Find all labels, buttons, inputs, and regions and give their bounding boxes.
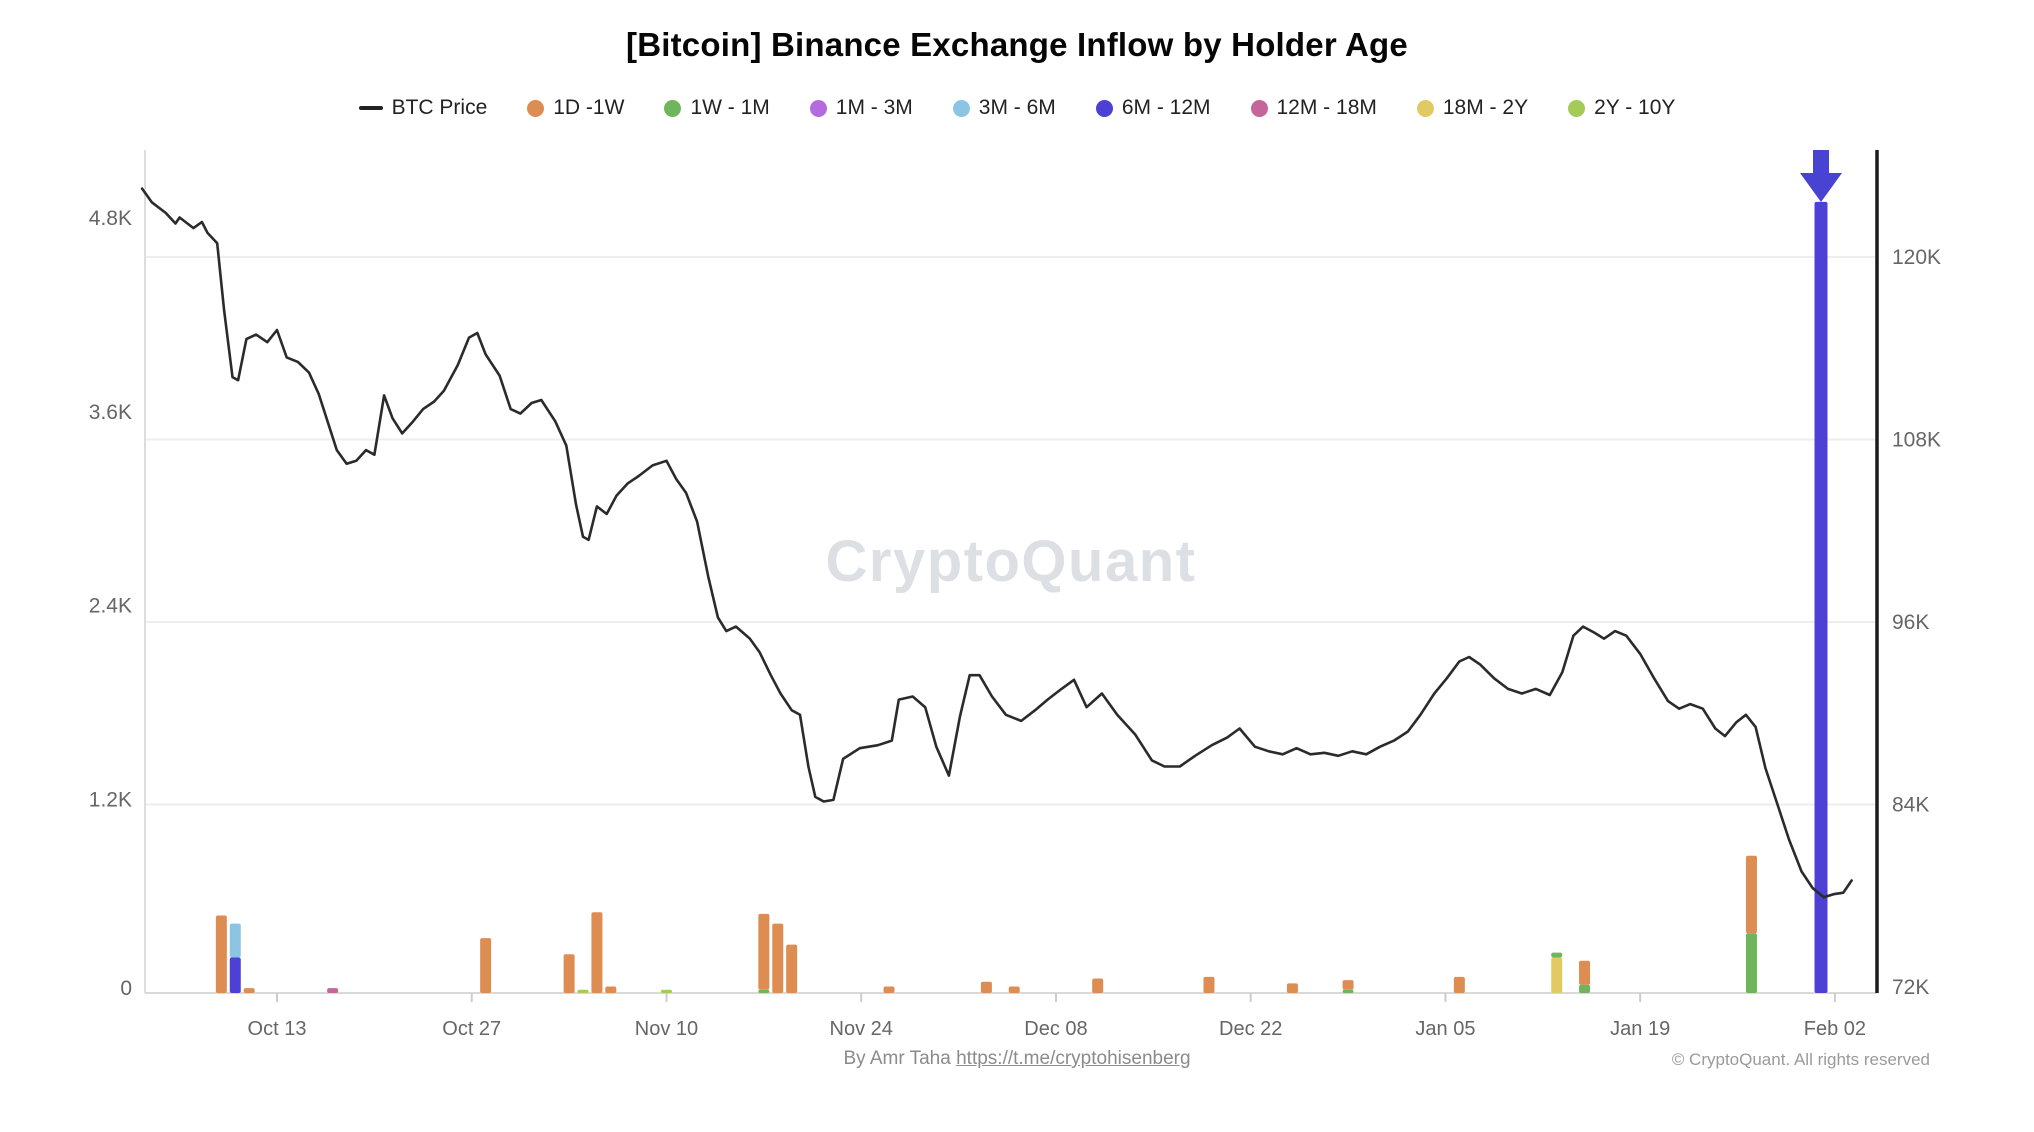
legend-item-label: 2Y - 10Y: [1594, 96, 1676, 119]
right-axis-tick-label: 72K: [1892, 976, 1929, 999]
inflow-bar-segment[interactable]: [1342, 989, 1354, 993]
legend-item-label: 6M - 12M: [1121, 96, 1211, 119]
legend-swatch-icon: [664, 99, 682, 117]
x-axis-tick-label: Oct 27: [442, 1018, 501, 1040]
legend-item-12m-18m[interactable]: 12M - 18M: [1250, 96, 1377, 120]
inflow-bar-segment[interactable]: [1579, 984, 1591, 993]
gridlines: [145, 256, 1877, 806]
inflow-bar-segment[interactable]: [1551, 952, 1563, 958]
inflow-bar-segment[interactable]: [758, 989, 770, 993]
x-axis-tick-label: Nov 24: [830, 1018, 893, 1040]
inflow-bar-segment[interactable]: [327, 988, 339, 993]
inflow-bar-segment[interactable]: [229, 957, 241, 993]
inflow-bar-segment[interactable]: [1342, 980, 1354, 990]
x-axis-tick-label: Nov 10: [635, 1018, 698, 1040]
legend-item-1m-3m[interactable]: 1M - 3M: [809, 96, 913, 120]
inflow-bar-segment[interactable]: [1286, 983, 1298, 993]
left-axis-tick-label: 0: [120, 977, 132, 1000]
right-axis-tick-label: 120K: [1892, 246, 1941, 269]
inflow-bar-segment[interactable]: [660, 989, 672, 993]
x-axis-tick-label: Oct 13: [248, 1018, 307, 1040]
inflow-bar-segment[interactable]: [243, 988, 255, 993]
inflow-bar-segment[interactable]: [1814, 201, 1828, 993]
btc-price-line: [140, 187, 1853, 899]
legend-item-2y-10y[interactable]: 2Y - 10Y: [1568, 96, 1675, 120]
legend-item-6m-12m[interactable]: 6M - 12M: [1095, 96, 1211, 120]
inflow-bar-segment[interactable]: [563, 954, 575, 993]
legend-item-label: 1W - 1M: [690, 96, 770, 119]
chart-byline: By Amr Taha https://t.me/cryptohisenberg: [0, 1048, 2034, 1070]
byline-text: By Amr Taha: [843, 1048, 957, 1069]
inflow-bars[interactable]: [215, 201, 1828, 993]
right-axis-tick-label: 84K: [1892, 794, 1929, 817]
legend-swatch-icon: [1568, 99, 1586, 117]
left-axis-tick-label: 4.8K: [89, 207, 132, 230]
legend-item-label: 3M - 6M: [978, 96, 1056, 119]
chart-title: [Bitcoin] Binance Exchange Inflow by Hol…: [626, 26, 1408, 63]
legend-item-btc-price[interactable]: BTC Price: [358, 96, 488, 120]
left-axis-tick-label: 1.2K: [89, 788, 132, 811]
right-axis-tick-label: 108K: [1892, 429, 1941, 452]
legend-item-label: 1D -1W: [553, 96, 625, 119]
inflow-bar-segment[interactable]: [1745, 855, 1757, 934]
legend-item-label: BTC Price: [391, 96, 488, 119]
inflow-bar-segment[interactable]: [1092, 978, 1104, 993]
inflow-bar-segment[interactable]: [786, 944, 798, 993]
x-axis-tick-label: Jan 05: [1415, 1018, 1475, 1040]
left-axis-labels: 4.8K 3.6K 2.4K 1.2K 0: [89, 207, 132, 1000]
legend-item-label: 1M - 3M: [835, 96, 913, 119]
inflow-bar-segment[interactable]: [772, 923, 784, 993]
legend-swatch-icon: [1416, 99, 1434, 117]
inflow-bar-segment[interactable]: [229, 923, 241, 958]
inflow-bar-segment[interactable]: [1203, 976, 1215, 993]
legend-swatch-icon: [952, 99, 970, 117]
cryptoquant-watermark: CryptoQuant: [825, 529, 1197, 594]
legend-swatch-icon: [1095, 99, 1113, 117]
x-axis-tick-label: Jan 19: [1610, 1018, 1670, 1040]
x-axis-tick-label: Dec 08: [1024, 1018, 1087, 1040]
legend-item-18m-2y[interactable]: 18M - 2Y: [1416, 96, 1529, 120]
legend-item-1d-1w[interactable]: 1D -1W: [527, 96, 624, 120]
inflow-bar-segment[interactable]: [883, 986, 895, 993]
legend-swatch-icon: [809, 99, 827, 117]
inflow-bar-segment[interactable]: [1551, 957, 1563, 993]
byline-link[interactable]: https://t.me/cryptohisenberg: [956, 1048, 1191, 1069]
inflow-bar-segment[interactable]: [480, 938, 492, 993]
left-axis-tick-label: 3.6K: [89, 401, 132, 424]
inflow-bar-segment[interactable]: [215, 915, 227, 993]
arrow-down-icon: [1800, 150, 1843, 202]
inflow-bar-segment[interactable]: [605, 986, 617, 993]
x-axis-labels: Oct 13 Oct 27 Nov 10 Nov 24 Dec 08 Dec 22 Jan …: [248, 993, 1866, 1040]
legend-item-label: 12M - 18M: [1276, 96, 1377, 119]
x-axis-tick-label: Feb 02: [1804, 1018, 1866, 1040]
right-axis-tick-label: 96K: [1892, 611, 1929, 634]
inflow-bar-segment[interactable]: [591, 912, 603, 993]
chart-legend: BTC Price 1D -1W 1W - 1M 1M - 3M 3M - 6M 6M -…: [0, 96, 2034, 120]
axes: [144, 150, 1879, 994]
inflow-bar-segment[interactable]: [980, 981, 992, 993]
x-axis-tick-label: Dec 22: [1219, 1018, 1282, 1040]
legend-item-label: 18M - 2Y: [1442, 96, 1529, 119]
price-line-swatch-icon: [358, 106, 383, 110]
inflow-bar-segment[interactable]: [1579, 960, 1591, 985]
legend-item-1w-1m[interactable]: 1W - 1M: [664, 96, 770, 120]
legend-swatch-icon: [527, 99, 545, 117]
right-axis-labels: 120K 108K 96K 84K 72K: [1892, 246, 1941, 999]
inflow-bar-segment[interactable]: [758, 913, 770, 990]
inflow-bar-segment[interactable]: [1453, 976, 1465, 993]
legend-swatch-icon: [1250, 99, 1268, 117]
legend-item-3m-6m[interactable]: 3M - 6M: [952, 96, 1056, 120]
copyright-notice: © CryptoQuant. All rights reserved: [1671, 1050, 1930, 1069]
inflow-bar-segment[interactable]: [577, 989, 589, 993]
inflow-bar-segment[interactable]: [1745, 933, 1757, 993]
inflow-bar-segment[interactable]: [1008, 986, 1020, 993]
left-axis-tick-label: 2.4K: [89, 595, 132, 618]
